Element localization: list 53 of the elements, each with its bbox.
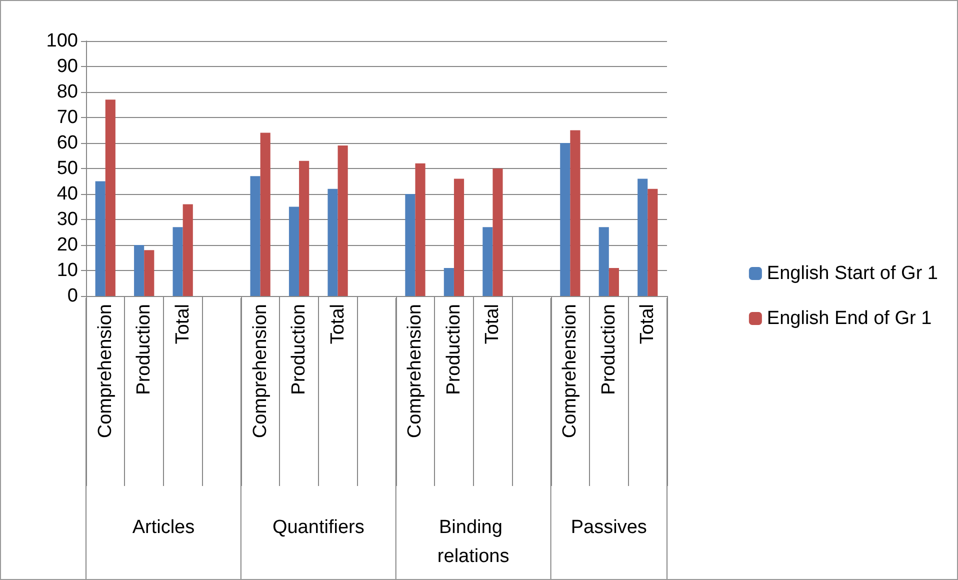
bar [444,268,454,296]
bar [299,160,310,296]
bar [288,206,300,296]
text: Articles [132,517,195,538]
bar [182,204,193,296]
bar [250,176,260,296]
text: Quantifiers [272,517,364,538]
bar [454,178,464,296]
y-tick-label: 30 [56,209,78,230]
x-tick-label: Total [327,304,348,344]
x-tick-label: Production [134,304,155,395]
bar [105,100,116,296]
bar [134,245,144,296]
bar [482,227,493,296]
x-tick-label: Total [482,304,504,344]
x-tick-label: Comprehension [404,304,426,438]
bar [144,250,154,296]
bar [95,181,106,296]
bar [638,178,648,296]
y-tick-label: 0 [67,286,78,306]
bar [260,132,270,296]
bar [560,143,570,296]
x-tick-label: Production [288,304,310,395]
x-tick-label: Production [443,304,464,395]
y-tick-label: 10 [56,260,78,281]
x-tick-label: Comprehension [250,304,271,438]
bar [172,227,183,296]
legend-label: English Start of Gr 1 [766,263,938,284]
y-tick-label: 60 [56,132,78,154]
bar [570,130,580,296]
y-tick-label: 20 [56,234,78,256]
bar [598,227,609,296]
x-tick-label: Production [598,304,620,395]
text: Binding relations [437,517,510,567]
bar [328,188,338,296]
y-tick-label: 40 [56,184,78,204]
x-tick-label: Total [637,304,658,344]
y-tick-label: 90 [56,56,78,77]
text: Passives [570,517,647,538]
y-tick-label: 80 [56,82,78,102]
legend-label: English End of Gr 1 [766,308,932,329]
x-tick-label: Total [172,304,194,344]
x-tick-label: Comprehension [560,304,581,438]
x-tick-label: Comprehension [94,304,116,438]
bar [608,268,619,296]
bar [405,194,416,296]
bar [648,188,658,296]
bar [492,168,503,296]
y-tick-label: 70 [56,107,78,128]
y-tick-label: 100 [46,30,78,52]
bar [415,163,426,296]
bar [338,146,348,296]
y-tick-label: 50 [56,158,78,179]
